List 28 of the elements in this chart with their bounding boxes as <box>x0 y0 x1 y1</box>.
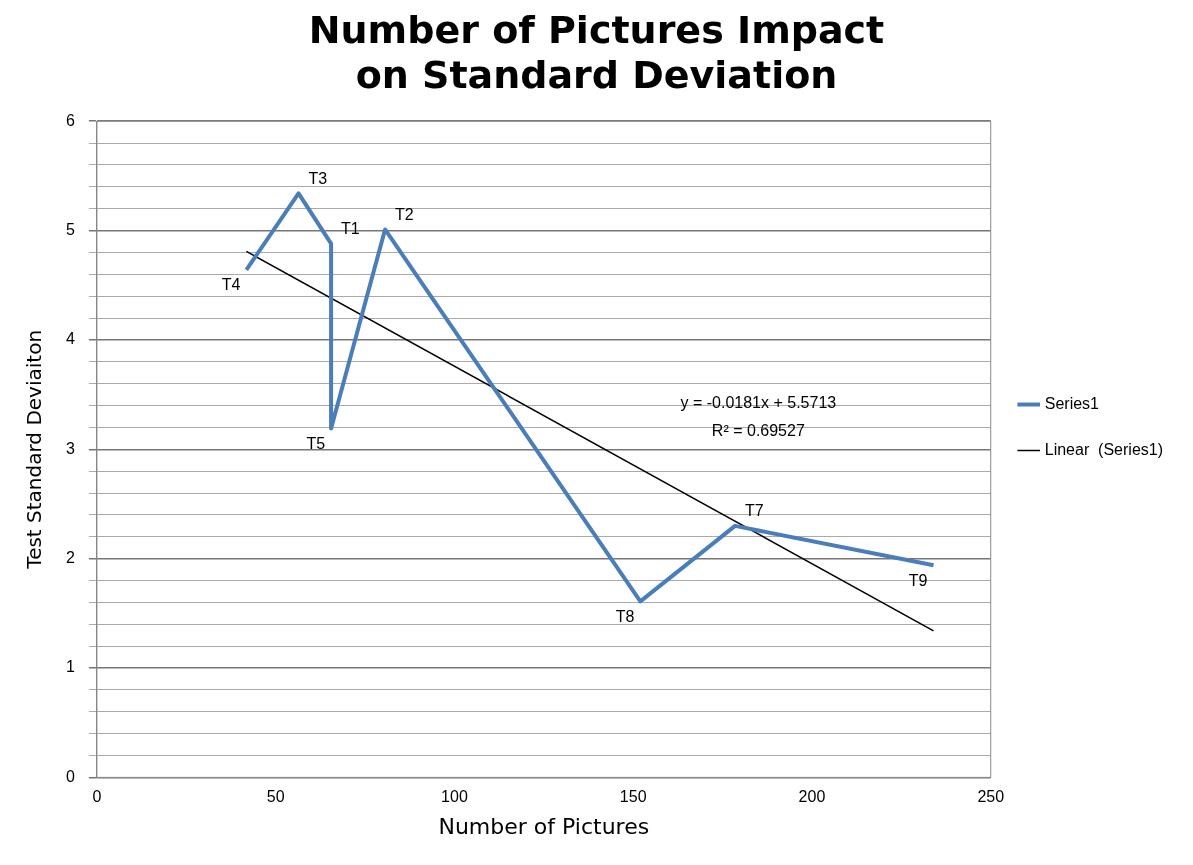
annotation: T2 <box>395 205 414 223</box>
annotation: T5 <box>306 434 326 452</box>
annotation: R² = 0.69527 <box>711 421 805 439</box>
annotation: T4 <box>221 276 241 294</box>
x-tick-label: 200 <box>798 788 826 806</box>
annotation: T8 <box>615 607 635 625</box>
chart-title: Number of Pictures Impact on Standard Deviation <box>308 7 885 98</box>
x-tick-label: 0 <box>92 788 102 806</box>
y-tick-label: 5 <box>65 220 75 238</box>
y-tick-label: 3 <box>65 439 75 457</box>
y-tick-label: 6 <box>65 111 75 129</box>
y-tick-label: 2 <box>65 549 75 567</box>
y-axis-title: Test Standard Deviaiton <box>22 329 47 570</box>
x-tick-label: 100 <box>441 788 468 806</box>
x-tick-label: 250 <box>977 788 1005 806</box>
y-tick-label: 4 <box>65 330 75 348</box>
annotation: T1 <box>341 220 360 238</box>
legend-label: Series1 <box>1044 394 1100 412</box>
annotation: T7 <box>745 502 764 520</box>
x-axis-title: Number of Pictures <box>438 813 650 839</box>
y-tick-label: 0 <box>65 767 75 785</box>
x-tick-label: 150 <box>619 788 647 806</box>
annotation: T3 <box>308 169 328 187</box>
legend-label: Linear (Series1) <box>1044 440 1164 458</box>
annotation: T9 <box>908 571 928 589</box>
annotation: y = -0.0181x + 5.5713 <box>680 393 837 411</box>
y-tick-label: 1 <box>65 658 75 676</box>
x-tick-label: 50 <box>266 788 285 806</box>
